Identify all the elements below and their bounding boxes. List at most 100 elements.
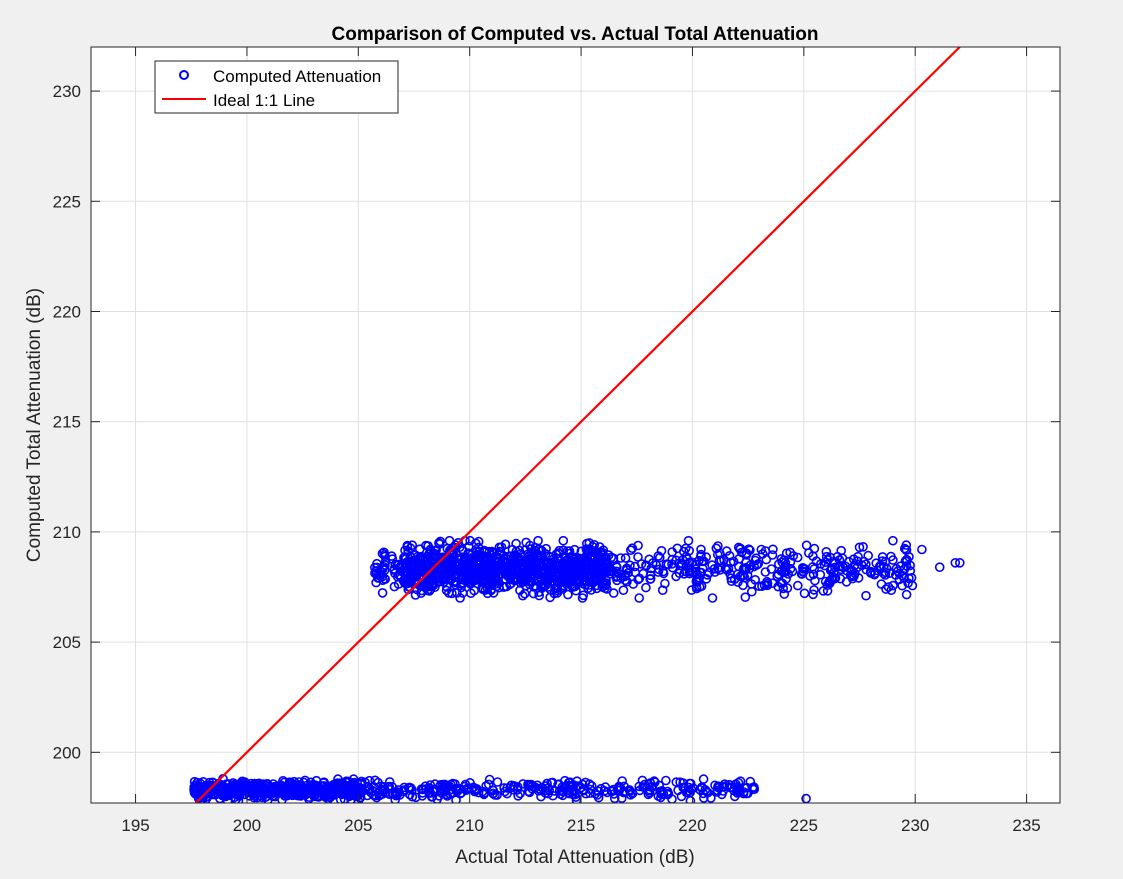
scatter-point [815,569,826,580]
scatter-point [625,789,636,800]
scatter-point [473,542,484,553]
scatter-point [606,552,617,563]
scatter-point [370,790,381,801]
scatter-point [380,560,390,570]
scatter-point [865,566,876,577]
scatter-point [735,544,745,555]
scatter-point [210,789,220,800]
scatter-point [792,552,803,563]
scatter-point [380,556,391,566]
plot-area [91,47,1060,803]
scatter-point [587,545,598,556]
scatter-point [500,539,511,550]
scatter-point [450,542,460,553]
scatter-point [645,570,656,581]
scatter-point [858,541,868,552]
scatter-point [422,570,432,581]
scatter-point [378,561,389,572]
scatter-point [593,570,603,581]
scatter-point [532,566,543,577]
scatter-point [444,781,455,792]
scatter-point [423,541,433,551]
axes-box [90,46,1061,804]
scatter-point [778,583,789,594]
scatter-point [537,782,547,793]
scatter-points [189,535,965,803]
scatter-point [542,574,553,585]
scatter-point [633,552,643,562]
scatter-point [314,786,325,797]
scatter-point [589,539,600,550]
scatter-point [716,555,726,566]
scatter-point [384,777,395,787]
scatter-point [821,546,832,557]
scatter-point [602,787,613,798]
scatter-point [732,785,742,796]
scatter-point [767,578,778,589]
scatter-point [441,585,452,596]
scatter-point [490,790,500,800]
scatter-point [653,551,664,561]
scatter-point [657,585,668,596]
scatter-point [527,555,538,566]
scatter-point [818,586,829,596]
scatter-point [277,786,287,796]
scatter-point [534,590,545,601]
scatter-point [489,569,500,579]
x-tick-label: 195 [121,816,149,835]
scatter-point [803,548,814,558]
grid-lines [91,47,1060,803]
legend-label-ideal: Ideal 1:1 Line [213,91,315,110]
scatter-point [473,575,483,585]
scatter-point [816,558,826,569]
y-tick-label: 200 [53,743,81,762]
scatter-point [391,788,401,799]
scatter-point [376,781,386,792]
legend: Computed Attenuation Ideal 1:1 Line [154,60,399,114]
scatter-point [650,777,660,788]
scatter-point [741,548,752,559]
scatter-point [772,571,783,582]
legend-box [154,60,399,114]
scatter-point [788,551,799,561]
scatter-point [757,549,768,559]
scatter-point [577,779,588,790]
y-tick-label: 210 [53,523,81,542]
scatter-point [515,788,525,799]
scatter-point [633,574,643,585]
scatter-point [740,592,751,603]
scatter-point [683,782,694,793]
scatter-point [625,786,635,797]
scatter-point [546,777,557,788]
scatter-point [210,784,221,795]
scatter-point [503,571,513,582]
scatter-point [672,543,683,554]
scatter-point [406,563,417,574]
scatter-point [256,783,266,793]
scatter-point [524,787,535,798]
scatter-point [200,781,211,792]
scatter-point [697,563,708,574]
scatter-point [612,785,623,795]
scatter-point [950,557,961,568]
scatter-point [289,776,299,787]
scatter-point [625,545,636,556]
scatter-point [558,535,569,546]
scatter-point [421,784,431,794]
scatter-point [541,543,551,554]
scatter-point [562,785,572,796]
scatter-point [706,793,716,803]
scatter-point [714,565,725,575]
scatter-point [810,575,820,586]
scatter-point [518,779,528,789]
scatter-point [374,790,385,801]
scatter-point [581,544,592,554]
scatter-point [738,787,749,797]
scatter-point [845,564,856,575]
scatter-point [623,568,634,578]
scatter-point [498,564,508,575]
scatter-point [618,585,629,596]
scatter-point [439,779,450,790]
scatter-point [601,579,611,589]
scatter-point [536,576,547,586]
